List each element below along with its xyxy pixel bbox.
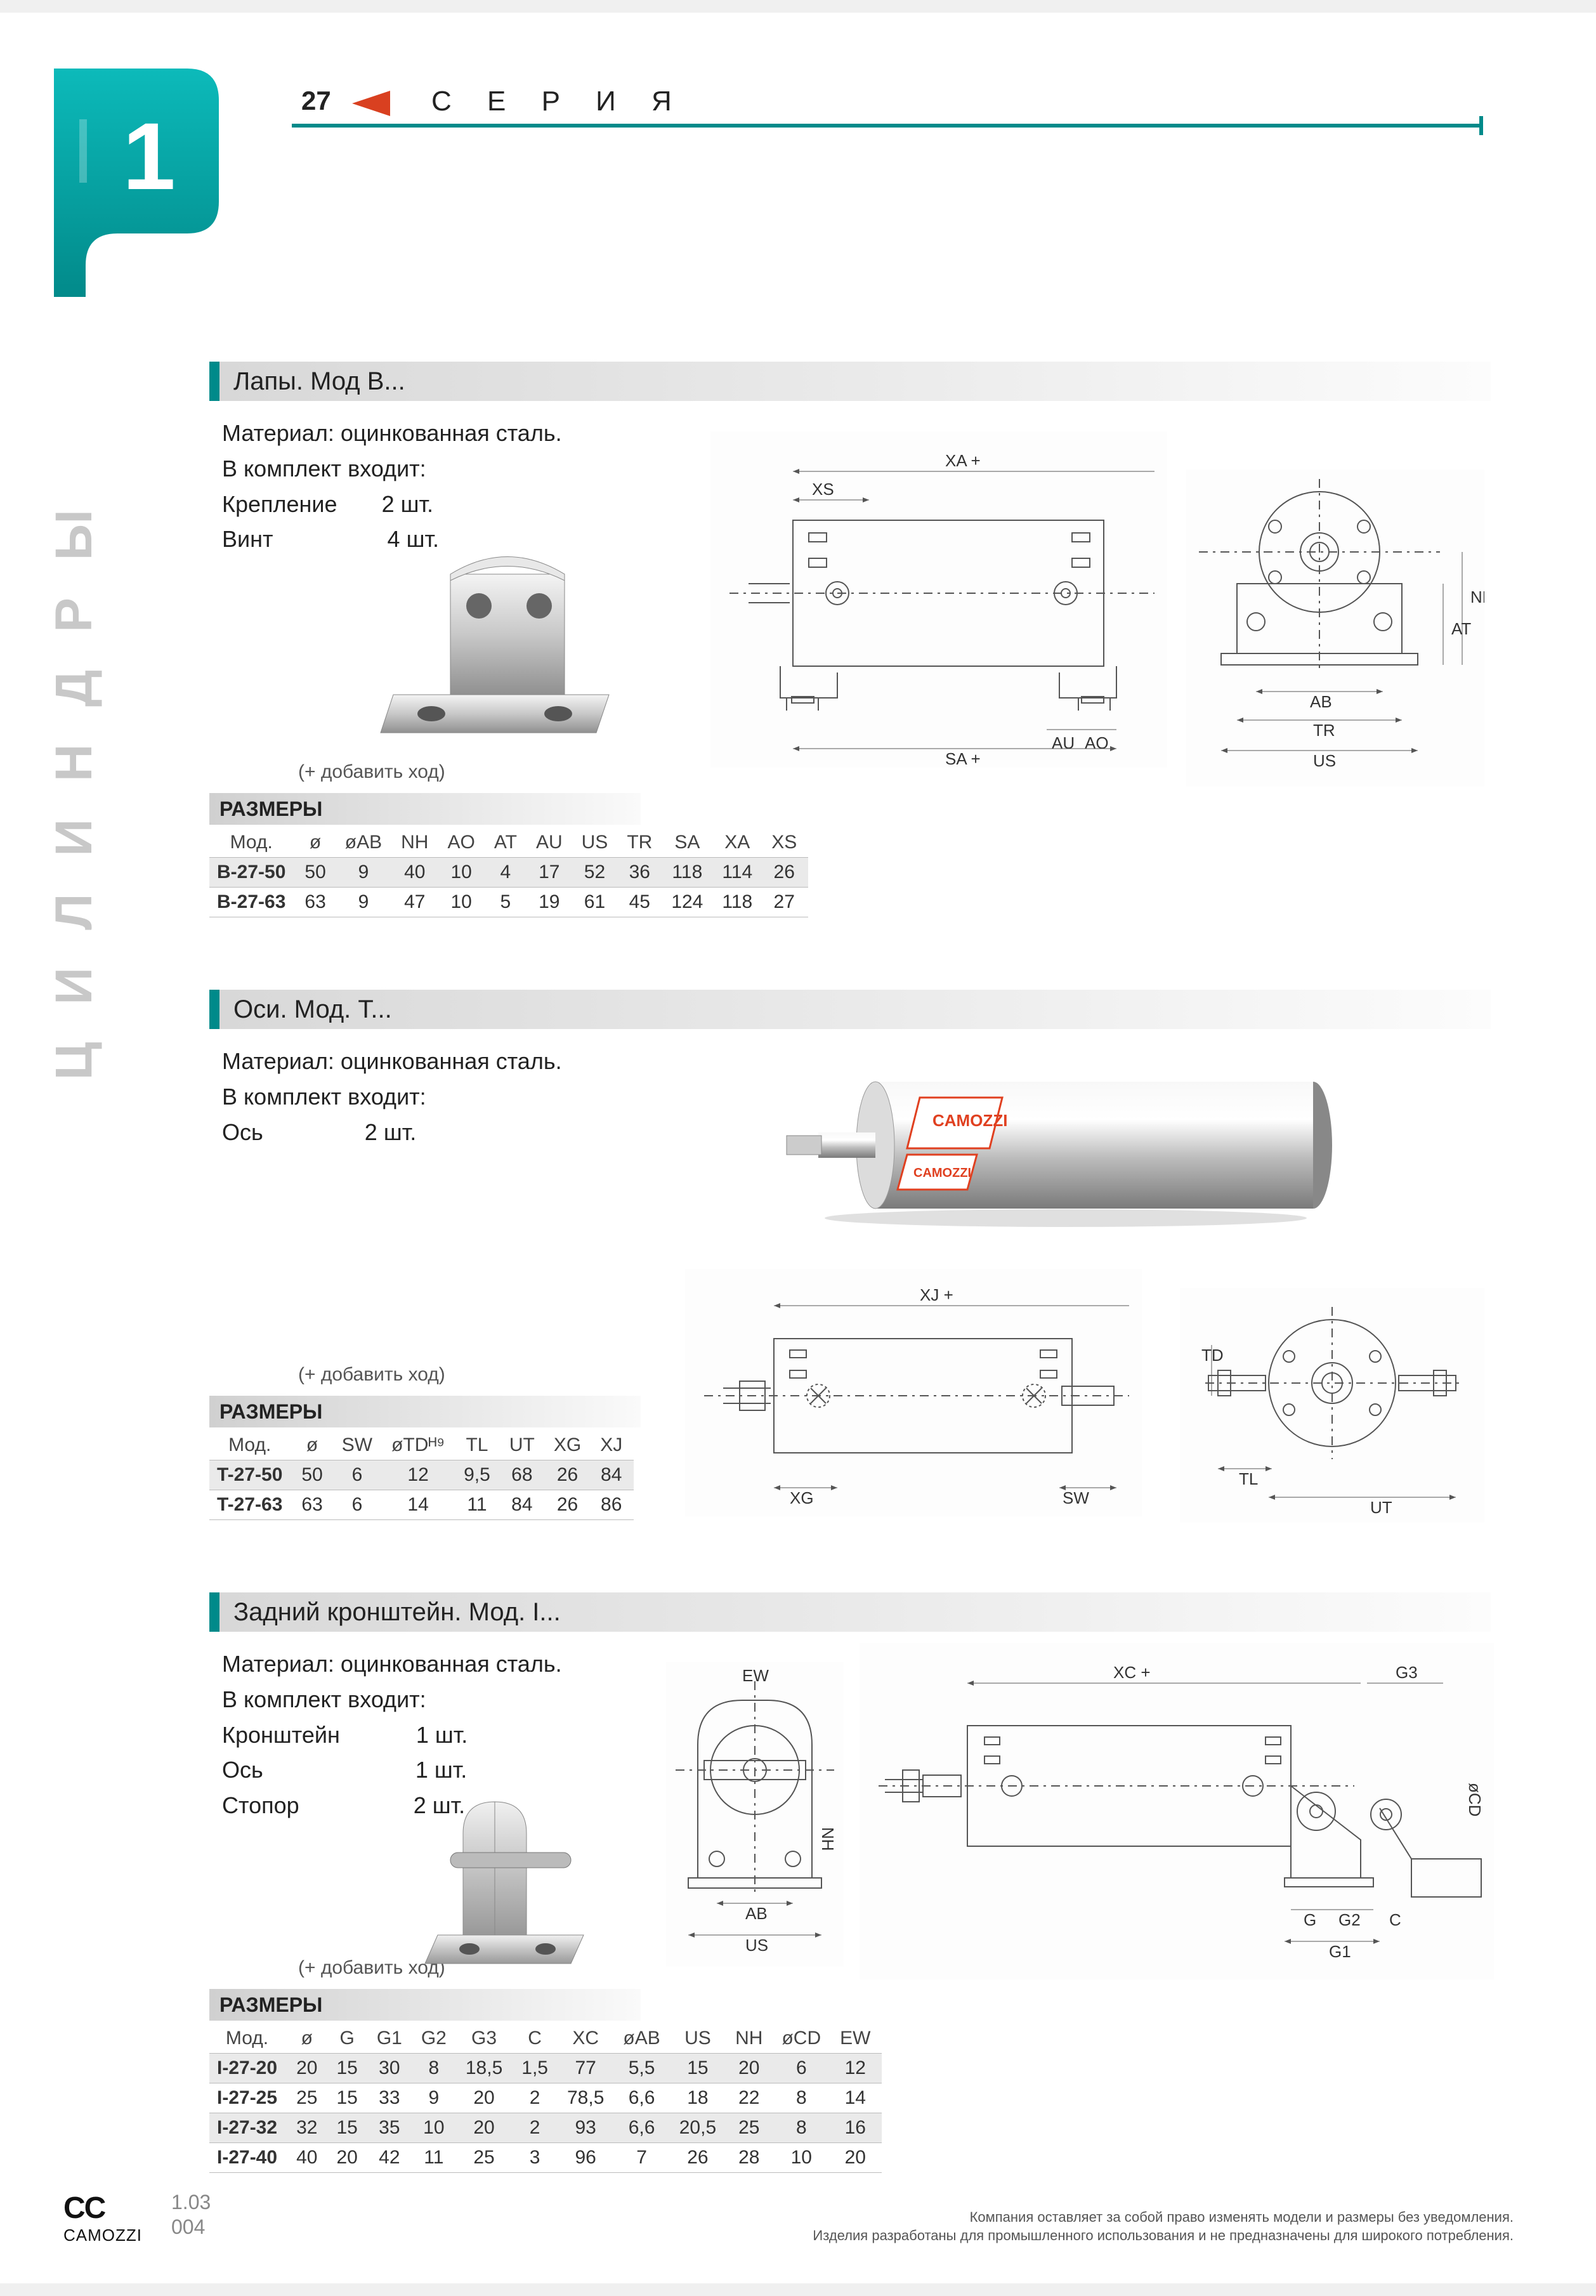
kit-intro: В комплект входит: [222,456,426,482]
kit-item: Ось 2 шт. [222,1119,416,1145]
svg-text:NH: NH [818,1827,837,1851]
table-b: Мод.øøABNHAOATAUUSTRSAXAXS B-27-50509401… [209,828,808,917]
svg-text:TL: TL [1239,1469,1258,1488]
svg-text:SA +: SA + [945,749,981,768]
catalog-page: 27 С Е Р И Я 1 Ц И Л И Н Д Р Ы Лапы. Мод… [0,13,1596,2283]
table-row: I-27-25251533920278,56,61822814 [209,2083,882,2113]
svg-text:UT: UT [1370,1498,1392,1517]
svg-text:øCD: øCD [1465,1783,1484,1816]
add-stroke-note: (+ добавить ход) [298,1364,445,1386]
svg-text:XG: XG [790,1488,814,1507]
tab-shape: 1 [54,69,232,297]
svg-text:AO: AO [1085,733,1109,752]
table-row: I-27-3232153510202936,620,525816 [209,2113,882,2143]
footer-legal: Компания оставляет за собой право изменя… [813,2208,1514,2245]
diagram-t-front: TD TL UT [1180,1288,1484,1523]
svg-text:XJ +: XJ + [920,1285,953,1304]
header-rule-end [1479,116,1483,135]
footer-logo: CC CAMOZZI [63,2191,142,2245]
kit-intro: В комплект входит: [222,1686,426,1712]
section-b-body: Материал: оцинкованная сталь. В комплект… [222,416,562,557]
table-header-row: Мод.øGG1G2G3CXCøABUSNHøCDEW [209,2024,882,2054]
svg-text:NH: NH [1470,587,1484,607]
section-t-body: Материал: оцинкованная сталь. В комплект… [222,1044,562,1150]
section-t-title: Оси. Мод. T... [209,990,1491,1029]
svg-text:G: G [1304,1910,1316,1929]
series-number: 27 [301,86,331,116]
svg-text:CAMOZZI: CAMOZZI [932,1111,1007,1130]
material-text: Материал: оцинкованная сталь. [222,1651,562,1677]
dims-label-i: РАЗМЕРЫ [209,1989,641,2021]
svg-text:EW: EW [742,1666,769,1685]
table-row: I-27-404020421125396726281020 [209,2143,882,2173]
svg-text:TR: TR [1313,721,1335,740]
table-row: B-27-505094010417523611811426 [209,858,808,888]
svg-text:C: C [1389,1910,1401,1929]
footer-version: 1.03004 [171,2190,211,2239]
svg-text:G1: G1 [1329,1942,1351,1961]
svg-text:TD: TD [1201,1346,1224,1365]
section-b-title: Лапы. Мод B... [209,362,1491,401]
svg-text:AT: AT [1451,619,1471,638]
kit-item: Ось 1 шт. [222,1757,467,1783]
table-row: B-27-636394710519614512411827 [209,888,808,917]
dims-label-b: РАЗМЕРЫ [209,793,641,825]
side-label: Ц И Л И Н Д Р Ы [44,498,104,1080]
table-row: T-27-636361411842686 [209,1490,634,1520]
series-title: С Е Р И Я [431,86,686,117]
svg-text:CAMOZZI: CAMOZZI [913,1166,971,1180]
svg-text:US: US [745,1936,768,1955]
logo-sub: CAMOZZI [63,2226,142,2245]
table-header-row: Мод.øøABNHAOATAUUSTRSAXAXS [209,828,808,858]
diagram-b-side: XS XA + AU AO SA + [710,431,1167,768]
svg-text:SW: SW [1063,1488,1089,1507]
dims-label-t: РАЗМЕРЫ [209,1396,641,1427]
product-photo-t: CAMOZZI CAMOZZI [780,1063,1332,1231]
add-stroke-note: (+ добавить ход) [298,761,445,783]
svg-text:AB: AB [745,1904,768,1923]
diagram-i-side: XC + G3 øCD G G2 C G1 [860,1643,1494,1979]
product-photo-b [355,542,666,745]
kit-item: Крепление 2 шт. [222,491,433,517]
diagram-t-side: XJ + XG SW [685,1269,1142,1516]
table-t: Мод.øSWøTDᴴ⁹TLUTXGXJ T-27-50506129,56826… [209,1431,634,1520]
section-i-title: Задний кронштейн. Мод. I... [209,1592,1491,1632]
product-photo-i [406,1789,615,1979]
svg-text:XC +: XC + [1113,1663,1151,1682]
kit-intro: В комплект входит: [222,1084,426,1110]
svg-text:AU: AU [1052,733,1075,752]
table-header-row: Мод.øSWøTDᴴ⁹TLUTXGXJ [209,1431,634,1460]
svg-text:AB: AB [1310,692,1332,711]
table-i: Мод.øGG1G2G3CXCøABUSNHøCDEW I-27-2020153… [209,2024,882,2173]
svg-text:G3: G3 [1396,1663,1418,1682]
header-rule [292,124,1483,128]
diagram-b-front: AB TR US AT NH [1186,469,1484,787]
arrow-icon [352,91,415,116]
svg-text:US: US [1313,751,1336,770]
svg-text:XA +: XA + [945,451,981,470]
kit-item: Кронштейн 1 шт. [222,1722,468,1748]
svg-text:G2: G2 [1338,1910,1361,1929]
material-text: Материал: оцинкованная сталь. [222,1048,562,1074]
material-text: Материал: оцинкованная сталь. [222,420,562,446]
logo-top: CC [63,2191,105,2225]
svg-text:XS: XS [812,480,834,499]
table-row: I-27-20201530818,51,5775,51520612 [209,2054,882,2083]
tab-number: 1 [122,103,175,209]
table-row: T-27-50506129,5682684 [209,1460,634,1490]
diagram-i-front: EW NH AB US [666,1662,844,1967]
